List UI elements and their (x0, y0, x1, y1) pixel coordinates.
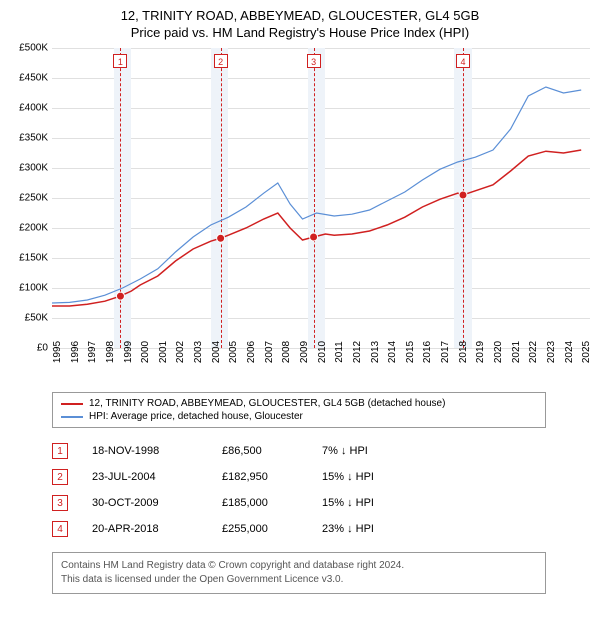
x-tick-label: 2014 (387, 341, 398, 363)
sale-number: 1 (52, 443, 68, 459)
sales-table: 118-NOV-1998£86,5007% ↓ HPI223-JUL-2004£… (52, 438, 546, 542)
y-tick-label: £450K (19, 73, 48, 84)
x-tick-label: 2019 (475, 341, 486, 363)
x-tick-label: 2025 (581, 341, 592, 363)
x-tick-label: 2010 (317, 341, 328, 363)
x-tick-label: 2007 (264, 341, 275, 363)
y-tick-label: £100K (19, 283, 48, 294)
x-tick-label: 2024 (564, 341, 575, 363)
x-tick-label: 1998 (105, 341, 116, 363)
x-tick-label: 2009 (299, 341, 310, 363)
x-tick-label: 2012 (352, 341, 363, 363)
plot-area: 1 2 3 4 (52, 48, 590, 348)
y-tick-label: £50K (25, 313, 48, 324)
sale-price: £182,950 (222, 471, 322, 483)
x-tick-label: 2006 (246, 341, 257, 363)
sale-diff: 15% ↓ HPI (322, 471, 442, 483)
x-tick-label: 2015 (405, 341, 416, 363)
x-tick-label: 2001 (158, 341, 169, 363)
x-tick-label: 1996 (70, 341, 81, 363)
sale-diff: 15% ↓ HPI (322, 497, 442, 509)
sale-price: £255,000 (222, 523, 322, 535)
sale-date: 30-OCT-2009 (92, 497, 222, 509)
sale-row: 2 23-JUL-2004£182,95015% ↓ HPI (52, 464, 546, 490)
chart-title-block: 12, TRINITY ROAD, ABBEYMEAD, GLOUCESTER,… (10, 8, 590, 40)
x-tick-label: 1997 (87, 341, 98, 363)
chart-area: £0 £50K £100K £150K £200K £250K £300K £350K £400… (10, 48, 590, 388)
sale-price: £86,500 (222, 445, 322, 457)
y-tick-label: £200K (19, 223, 48, 234)
footer-line-2: This data is licensed under the Open Gov… (61, 573, 537, 587)
x-tick-label: 2020 (493, 341, 504, 363)
sale-date: 23-JUL-2004 (92, 471, 222, 483)
y-tick-label: £300K (19, 163, 48, 174)
legend-box: 12, TRINITY ROAD, ABBEYMEAD, GLOUCESTER,… (52, 392, 546, 428)
x-tick-label: 2016 (422, 341, 433, 363)
x-tick-label: 2018 (458, 341, 469, 363)
x-tick-label: 2017 (440, 341, 451, 363)
y-tick-label: £0 (37, 343, 48, 354)
x-tick-label: 2021 (511, 341, 522, 363)
x-tick-label: 1999 (123, 341, 134, 363)
x-tick-label: 2013 (370, 341, 381, 363)
x-tick-label: 2003 (193, 341, 204, 363)
sale-diff: 7% ↓ HPI (322, 445, 442, 457)
chart-svg (52, 48, 590, 348)
y-tick-label: £400K (19, 103, 48, 114)
footer-box: Contains HM Land Registry data © Crown c… (52, 552, 546, 594)
x-tick-label: 2008 (281, 341, 292, 363)
x-tick-label: 2005 (228, 341, 239, 363)
y-tick-label: £150K (19, 253, 48, 264)
x-tick-label: 2011 (334, 341, 345, 363)
legend-row: HPI: Average price, detached house, Glou… (61, 410, 537, 423)
legend-label: HPI: Average price, detached house, Glou… (89, 411, 303, 422)
sale-number: 2 (52, 469, 68, 485)
chart-title-main: 12, TRINITY ROAD, ABBEYMEAD, GLOUCESTER,… (10, 8, 590, 23)
sale-date: 20-APR-2018 (92, 523, 222, 535)
x-tick-label: 2022 (528, 341, 539, 363)
sale-number: 4 (52, 521, 68, 537)
sale-row: 3 30-OCT-2009£185,00015% ↓ HPI (52, 490, 546, 516)
legend-row: 12, TRINITY ROAD, ABBEYMEAD, GLOUCESTER,… (61, 397, 537, 410)
y-tick-label: £250K (19, 193, 48, 204)
chart-title-sub: Price paid vs. HM Land Registry's House … (10, 25, 590, 40)
sale-diff: 23% ↓ HPI (322, 523, 442, 535)
x-tick-label: 2004 (211, 341, 222, 363)
sale-number: 3 (52, 495, 68, 511)
x-axis-ticks: 1995199619971998199920002001200220032004… (52, 348, 590, 388)
x-tick-label: 2023 (546, 341, 557, 363)
x-tick-label: 2002 (175, 341, 186, 363)
sale-row: 4 20-APR-2018£255,00023% ↓ HPI (52, 516, 546, 542)
x-tick-label: 2000 (140, 341, 151, 363)
marker-box: 4 (456, 54, 470, 68)
sale-price: £185,000 (222, 497, 322, 509)
y-tick-label: £500K (19, 43, 48, 54)
x-tick-label: 1995 (52, 341, 63, 363)
y-axis-ticks: £0£50K£100K£150K£200K£250K£300K£350K£400… (10, 48, 52, 348)
legend-label: 12, TRINITY ROAD, ABBEYMEAD, GLOUCESTER,… (89, 398, 445, 409)
marker-box: 2 (214, 54, 228, 68)
marker-box: 3 (307, 54, 321, 68)
sale-row: 1 18-NOV-1998£86,5007% ↓ HPI (52, 438, 546, 464)
footer-line-1: Contains HM Land Registry data © Crown c… (61, 559, 537, 573)
y-tick-label: £350K (19, 133, 48, 144)
sale-date: 18-NOV-1998 (92, 445, 222, 457)
marker-box: 1 (113, 54, 127, 68)
